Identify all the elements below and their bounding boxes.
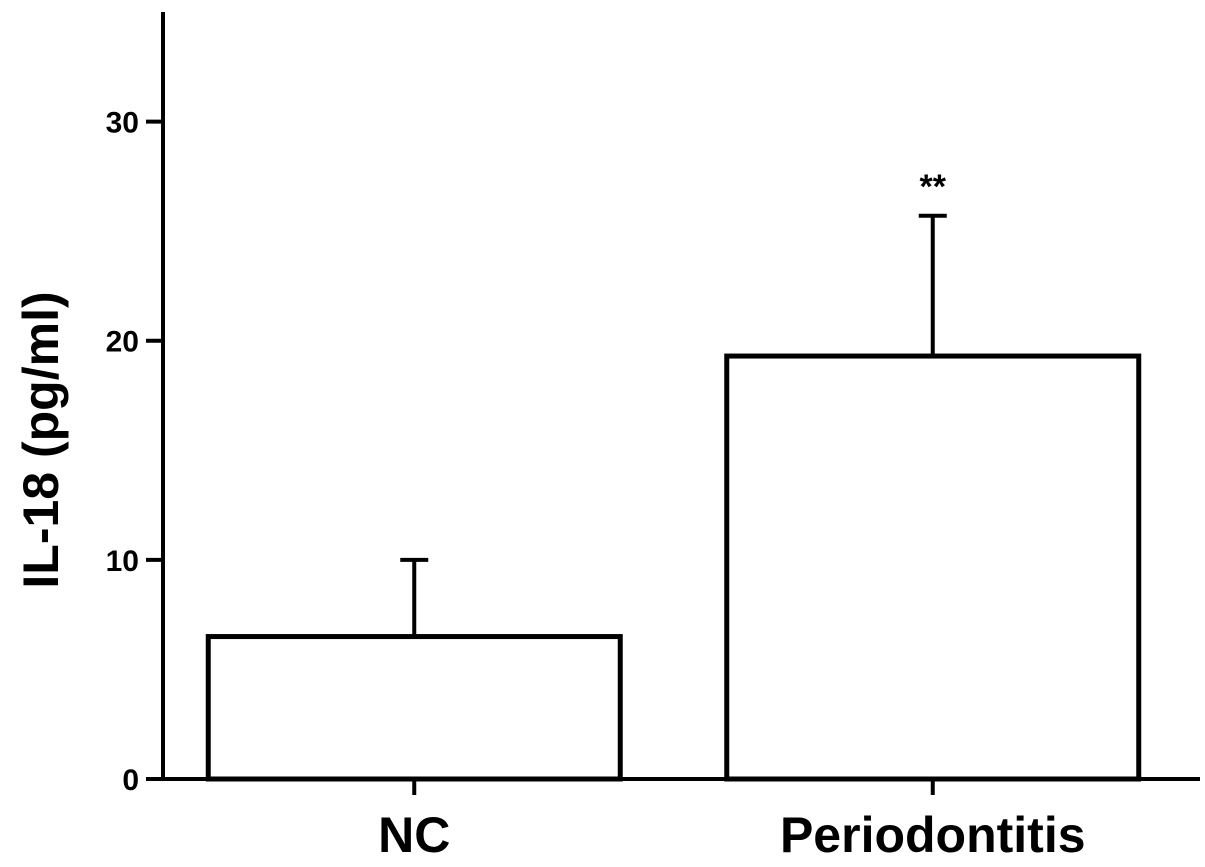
bar-nc — [205, 634, 623, 782]
x-tick-label: NC — [378, 807, 450, 863]
bar-periodontitis — [724, 353, 1142, 782]
x-tick-label: Periodontitis — [780, 807, 1086, 863]
y-axis-ticks: 0 10 20 30 — [106, 107, 163, 797]
bars: ** — [205, 168, 1142, 782]
y-tick-label: 20 — [106, 326, 139, 359]
y-tick-label: 0 — [122, 764, 139, 797]
significance-annotation: ** — [920, 168, 947, 206]
y-tick-label: 30 — [106, 107, 139, 140]
x-axis-ticks: NC Periodontitis — [378, 779, 1086, 863]
y-axis-title: IL-18 (pg/ml) — [13, 291, 69, 588]
y-tick-label: 10 — [106, 545, 139, 578]
